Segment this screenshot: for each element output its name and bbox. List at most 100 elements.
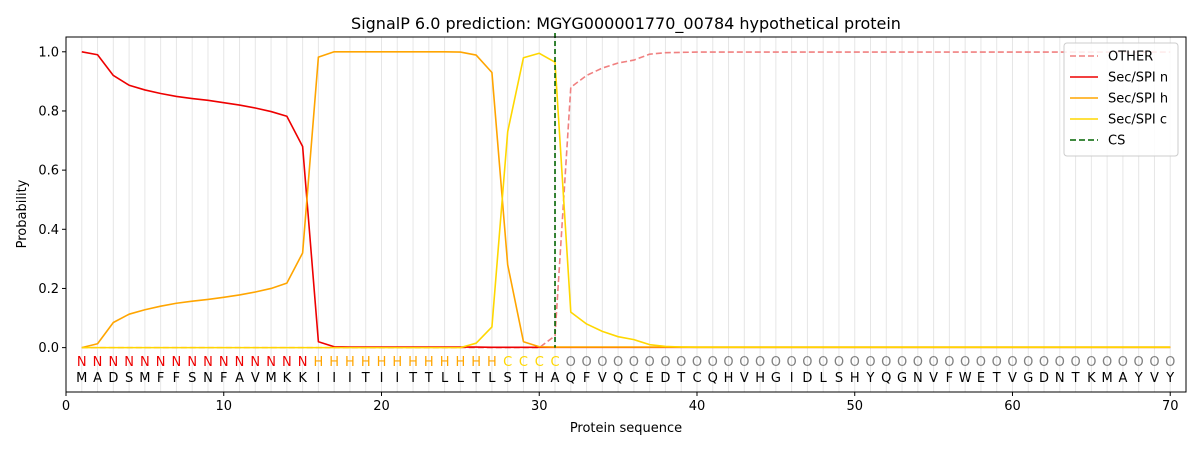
x-tick-label: 20: [373, 399, 390, 414]
residue-label: H: [345, 355, 355, 370]
x-tick-label: 70: [1162, 399, 1179, 414]
series-line-sec-spi-c: [81, 52, 1171, 349]
residue-letter: V: [929, 371, 938, 386]
residue-letter: L: [441, 371, 449, 386]
residue-letter: N: [1055, 371, 1065, 386]
residue-label: O: [976, 355, 986, 370]
residue-label: O: [1134, 355, 1144, 370]
residue-letter: M: [139, 371, 150, 386]
residue-letter: Q: [708, 371, 718, 386]
residue-label: O: [834, 355, 844, 370]
residue-label: N: [266, 355, 276, 370]
residue-label: O: [1007, 355, 1017, 370]
residue-letter: C: [629, 371, 638, 386]
residue-label: N: [282, 355, 292, 370]
residue-label: N: [187, 355, 197, 370]
residue-label: N: [219, 355, 229, 370]
legend-label: OTHER: [1108, 50, 1153, 65]
residue-letter: H: [724, 371, 734, 386]
x-tick-label: 10: [215, 399, 232, 414]
residue-letter: W: [959, 371, 972, 386]
residue-label: O: [1070, 355, 1080, 370]
legend: OTHER Sec/SPI n Sec/SPI h Sec/SPI c CS: [1063, 42, 1179, 157]
x-tick-label: 30: [531, 399, 548, 414]
residue-letter: T: [408, 371, 417, 386]
residue-letter: A: [551, 371, 560, 386]
residue-label: C: [503, 355, 512, 370]
residue-letter: Q: [566, 371, 576, 386]
residue-label: O: [676, 355, 686, 370]
residue-letter: I: [348, 371, 352, 386]
residue-label: H: [408, 355, 418, 370]
residue-label: O: [1102, 355, 1112, 370]
x-tick-label: 40: [689, 399, 706, 414]
residue-letter: A: [1118, 371, 1127, 386]
residue-label: O: [1118, 355, 1128, 370]
residue-label: H: [361, 355, 371, 370]
residue-letter: K: [283, 371, 292, 386]
legend-box: [1063, 42, 1179, 157]
residue-label: N: [235, 355, 245, 370]
residue-letter: M: [1102, 371, 1113, 386]
residue-letter: T: [1071, 371, 1080, 386]
residue-letter: D: [1039, 371, 1049, 386]
residue-letter: D: [108, 371, 118, 386]
residue-letter: E: [977, 371, 985, 386]
legend-label: Sec/SPI c: [1108, 113, 1167, 128]
residue-letter: T: [518, 371, 527, 386]
residue-letter: V: [598, 371, 607, 386]
residue-letter: K: [298, 371, 307, 386]
y-tick-label: 0.4: [38, 223, 59, 238]
series-layer: [81, 50, 1171, 349]
y-tick-label: 0.8: [38, 104, 59, 119]
chart-title: SignalP 6.0 prediction: MGYG000001770_00…: [351, 14, 901, 34]
residue-label: O: [944, 355, 954, 370]
x-tick-label: 50: [846, 399, 863, 414]
residue-label: H: [377, 355, 387, 370]
residue-label: C: [535, 355, 544, 370]
residue-label: N: [203, 355, 213, 370]
residue-label: N: [77, 355, 87, 370]
residue-letter: V: [251, 371, 260, 386]
residue-letter: H: [850, 371, 860, 386]
residue-letter: T: [424, 371, 433, 386]
residue-letter: H: [755, 371, 765, 386]
residue-letter: V: [740, 371, 749, 386]
series-line-other: [81, 51, 1171, 349]
x-axis-label: Protein sequence: [570, 421, 682, 436]
residue-letter: D: [660, 371, 670, 386]
residue-label: O: [660, 355, 670, 370]
series-line-sec-spi-n: [81, 51, 1171, 349]
residue-letter: S: [125, 371, 133, 386]
residue-label: O: [850, 355, 860, 370]
residue-letter: N: [203, 371, 213, 386]
residue-letter: F: [173, 371, 180, 386]
residue-label: O: [692, 355, 702, 370]
residue-letter: A: [93, 371, 102, 386]
residue-letter: L: [820, 371, 828, 386]
residue-label: O: [1149, 355, 1159, 370]
residue-letter: S: [188, 371, 196, 386]
residue-label: O: [566, 355, 576, 370]
y-tick-label: 1.0: [38, 45, 59, 60]
residue-letter: G: [897, 371, 907, 386]
residue-label: O: [645, 355, 655, 370]
residue-label: O: [597, 355, 607, 370]
y-tick-label: 0.0: [38, 341, 59, 356]
residue-label: N: [140, 355, 150, 370]
residue-label: O: [960, 355, 970, 370]
residue-letter: K: [1087, 371, 1096, 386]
residue-letter: Y: [1134, 371, 1143, 386]
x-tick-label: 0: [62, 399, 70, 414]
residue-letter: F: [946, 371, 953, 386]
residue-label: N: [93, 355, 103, 370]
residue-letter: T: [361, 371, 370, 386]
residue-letter: F: [220, 371, 227, 386]
residue-letter: I: [395, 371, 399, 386]
residue-letter: I: [790, 371, 794, 386]
residue-label: H: [471, 355, 481, 370]
residue-label: H: [455, 355, 465, 370]
residue-letter: N: [913, 371, 923, 386]
residue-label: H: [487, 355, 497, 370]
